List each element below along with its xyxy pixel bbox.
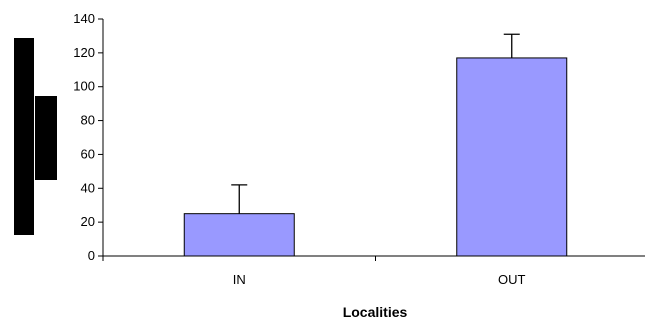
x-tick-label-out: OUT	[498, 272, 526, 287]
error-bars	[231, 33, 520, 214]
bar-in	[183, 213, 295, 257]
y-tick-label: 120	[73, 45, 95, 60]
x-tick-label-in: IN	[233, 272, 246, 287]
y-tick-label: 60	[81, 146, 95, 161]
y-tick-label: 140	[73, 11, 95, 26]
x-axis-ticks: IN OUT	[102, 256, 526, 287]
y-axis-ticks: 0 20 40 60 80 100 120 140	[73, 11, 103, 263]
redaction-block-outer	[14, 38, 34, 235]
y-tick-label: 100	[73, 79, 95, 94]
y-tick-label: 80	[81, 113, 95, 128]
y-tick-label: 40	[81, 180, 95, 195]
x-axis-title: Localities	[343, 304, 408, 320]
y-tick-label: 20	[81, 214, 95, 229]
bar-out	[456, 57, 568, 257]
bars	[183, 57, 568, 257]
y-tick-label: 0	[88, 248, 95, 263]
redaction-block-inner	[35, 96, 57, 180]
